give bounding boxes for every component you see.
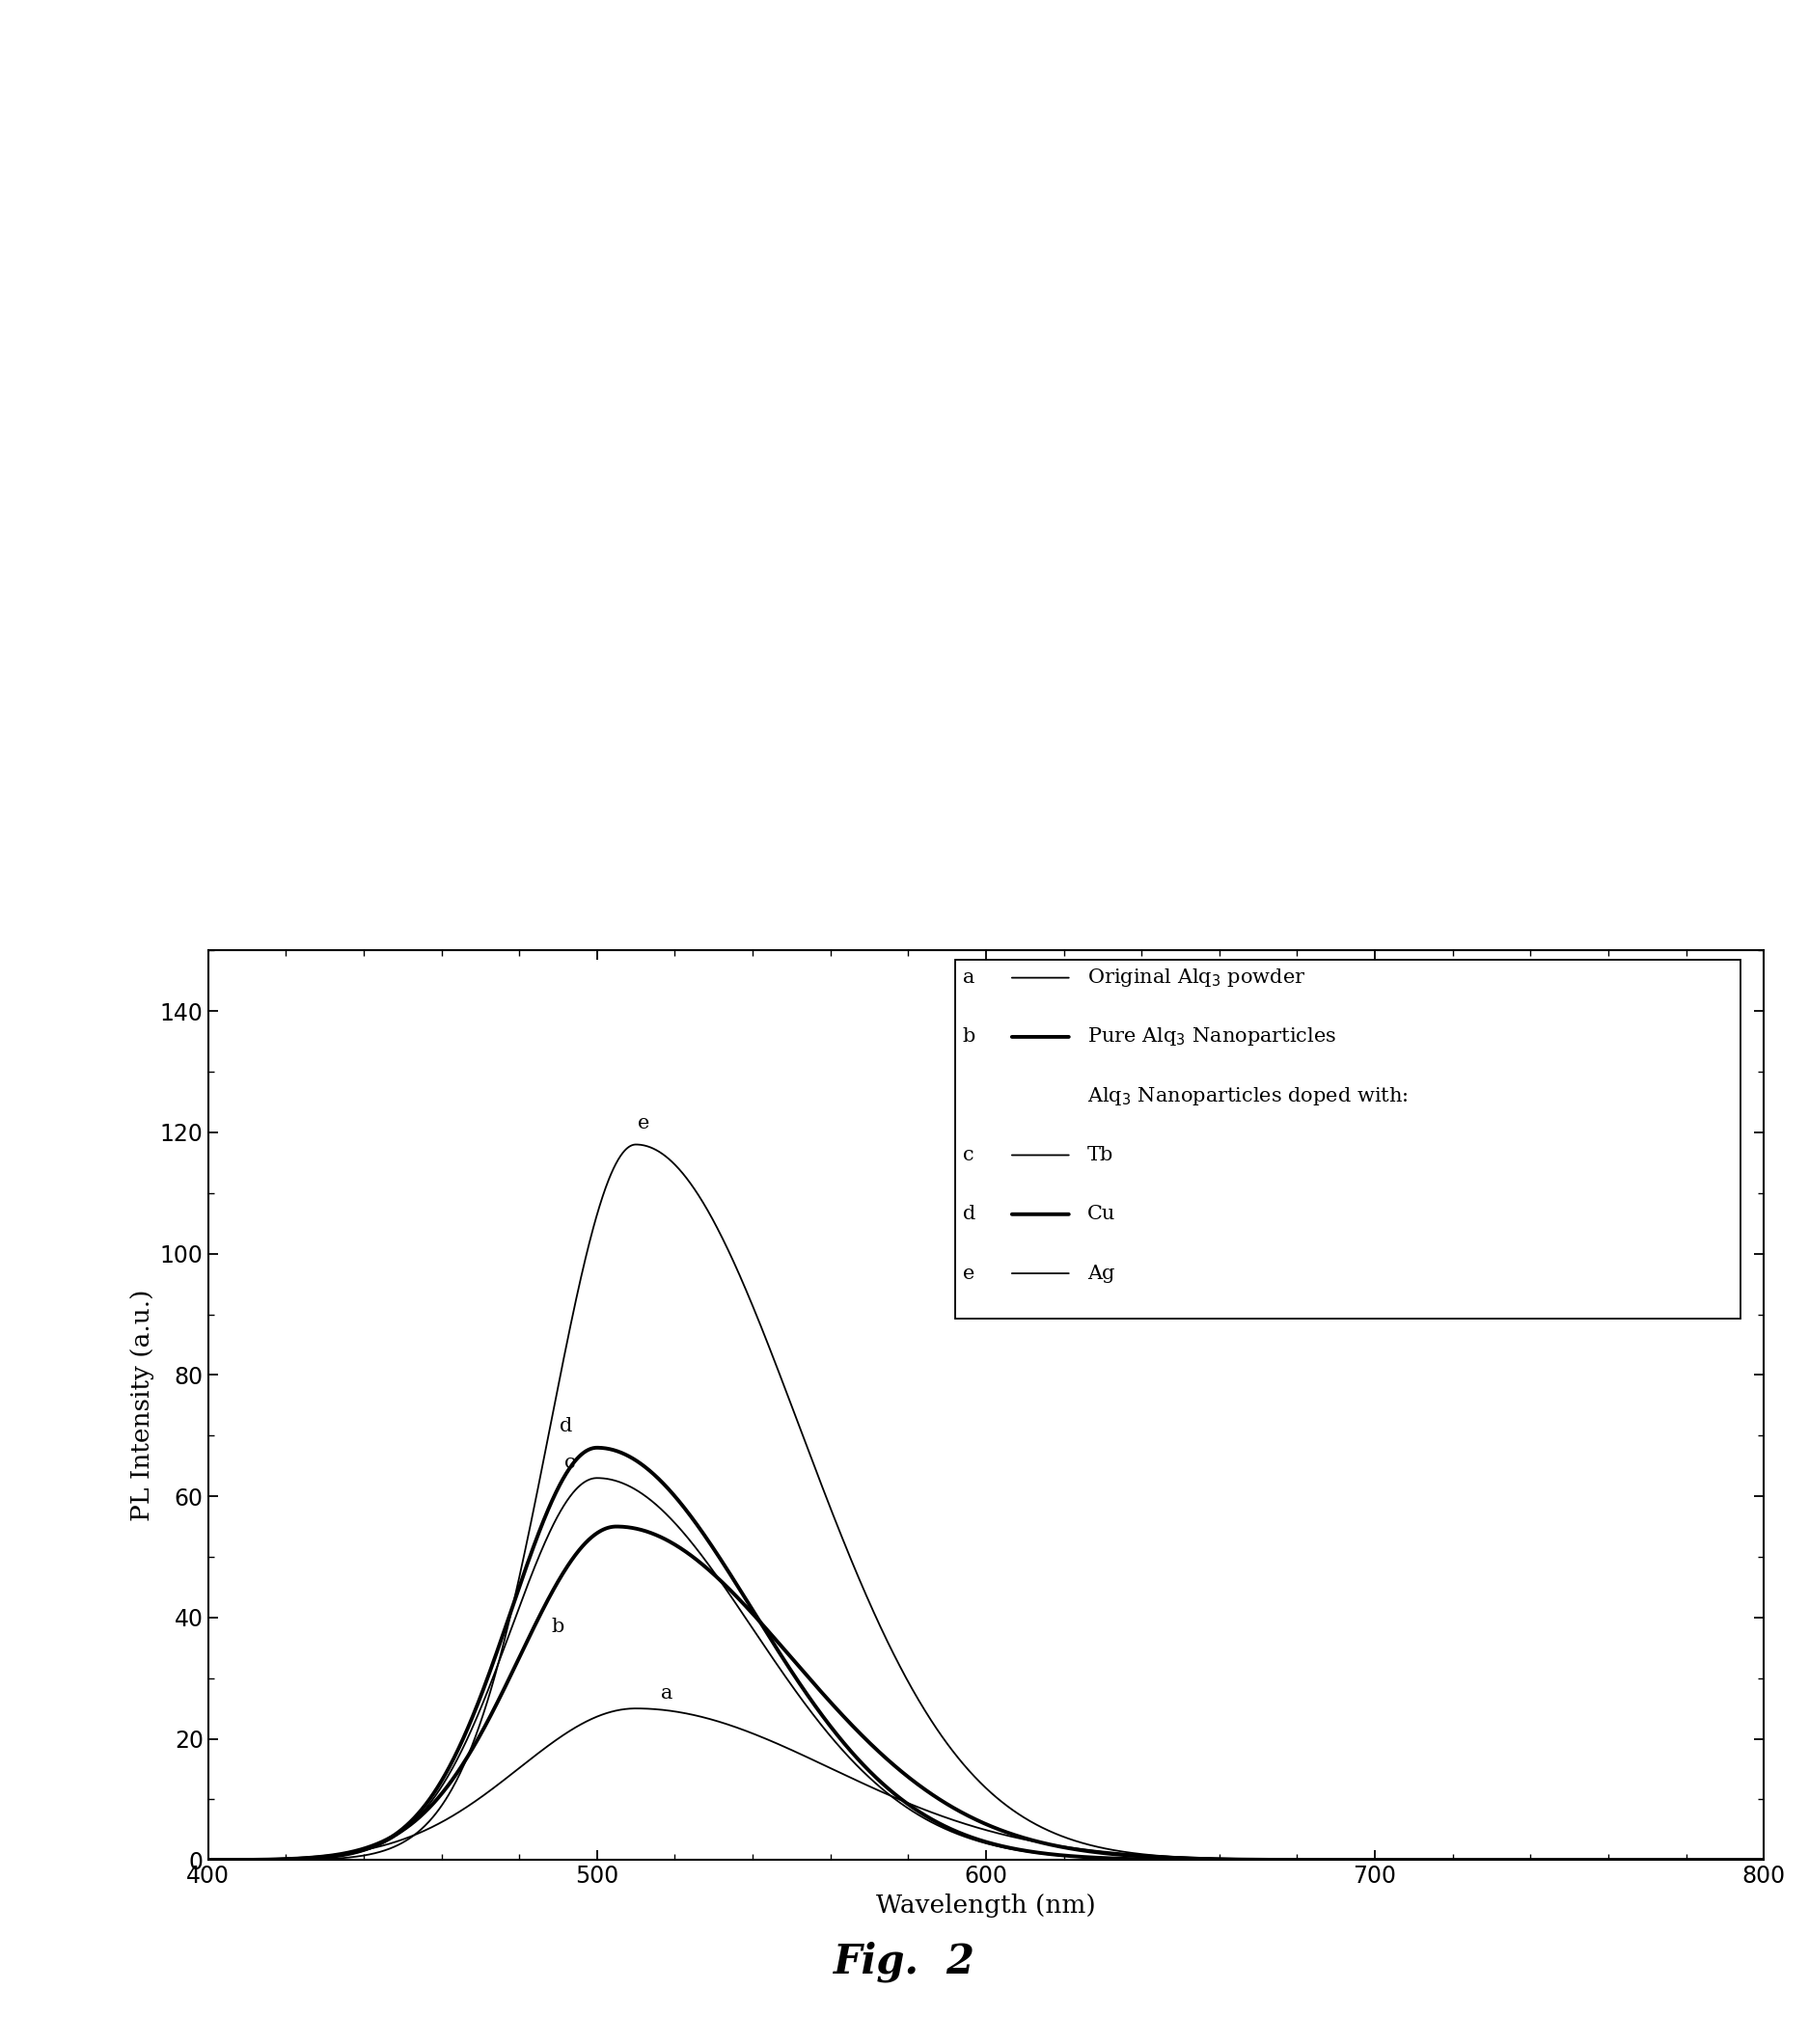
Bar [955, 959, 1740, 1318]
Text: Pure Alq$_3$ Nanoparticles: Pure Alq$_3$ Nanoparticles [1087, 1026, 1337, 1049]
X-axis label: Wavelength (nm): Wavelength (nm) [876, 1893, 1096, 1917]
Text: b: b [962, 1028, 975, 1047]
Text: Ag: Ag [1087, 1263, 1114, 1282]
Text: e: e [962, 1263, 975, 1282]
Text: Original Alq$_3$ powder: Original Alq$_3$ powder [1087, 967, 1306, 989]
Text: e: e [639, 1114, 649, 1132]
Text: a: a [660, 1684, 673, 1703]
Text: a: a [962, 969, 975, 987]
Text: Tb: Tb [1087, 1147, 1113, 1165]
Text: d: d [962, 1206, 975, 1224]
Text: b: b [552, 1617, 564, 1635]
Text: d: d [559, 1416, 572, 1435]
Text: Fig.  2: Fig. 2 [834, 1942, 975, 1983]
Text: Cu: Cu [1087, 1206, 1114, 1224]
Text: c: c [564, 1453, 575, 1472]
Text: c: c [962, 1147, 973, 1165]
Text: Alq$_3$ Nanoparticles doped with:: Alq$_3$ Nanoparticles doped with: [1087, 1085, 1407, 1108]
Y-axis label: PL Intensity (a.u.): PL Intensity (a.u.) [130, 1290, 156, 1521]
